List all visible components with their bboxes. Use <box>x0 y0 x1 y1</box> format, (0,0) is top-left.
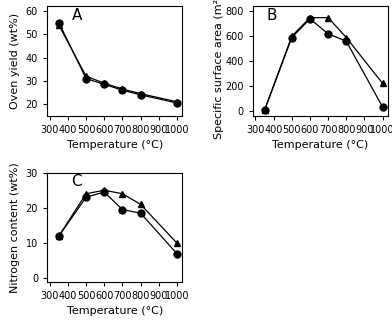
Y-axis label: Nitrogen content (wt%): Nitrogen content (wt%) <box>10 162 20 293</box>
Y-axis label: Oven yield (wt%): Oven yield (wt%) <box>10 13 20 109</box>
X-axis label: Temperature (°C): Temperature (°C) <box>67 140 163 150</box>
Y-axis label: Specific surface area (m²/g): Specific surface area (m²/g) <box>214 0 224 139</box>
Text: A: A <box>71 7 82 23</box>
Text: C: C <box>71 174 82 189</box>
X-axis label: Temperature (°C): Temperature (°C) <box>67 307 163 317</box>
X-axis label: Temperature (°C): Temperature (°C) <box>272 140 368 150</box>
Text: B: B <box>266 7 277 23</box>
